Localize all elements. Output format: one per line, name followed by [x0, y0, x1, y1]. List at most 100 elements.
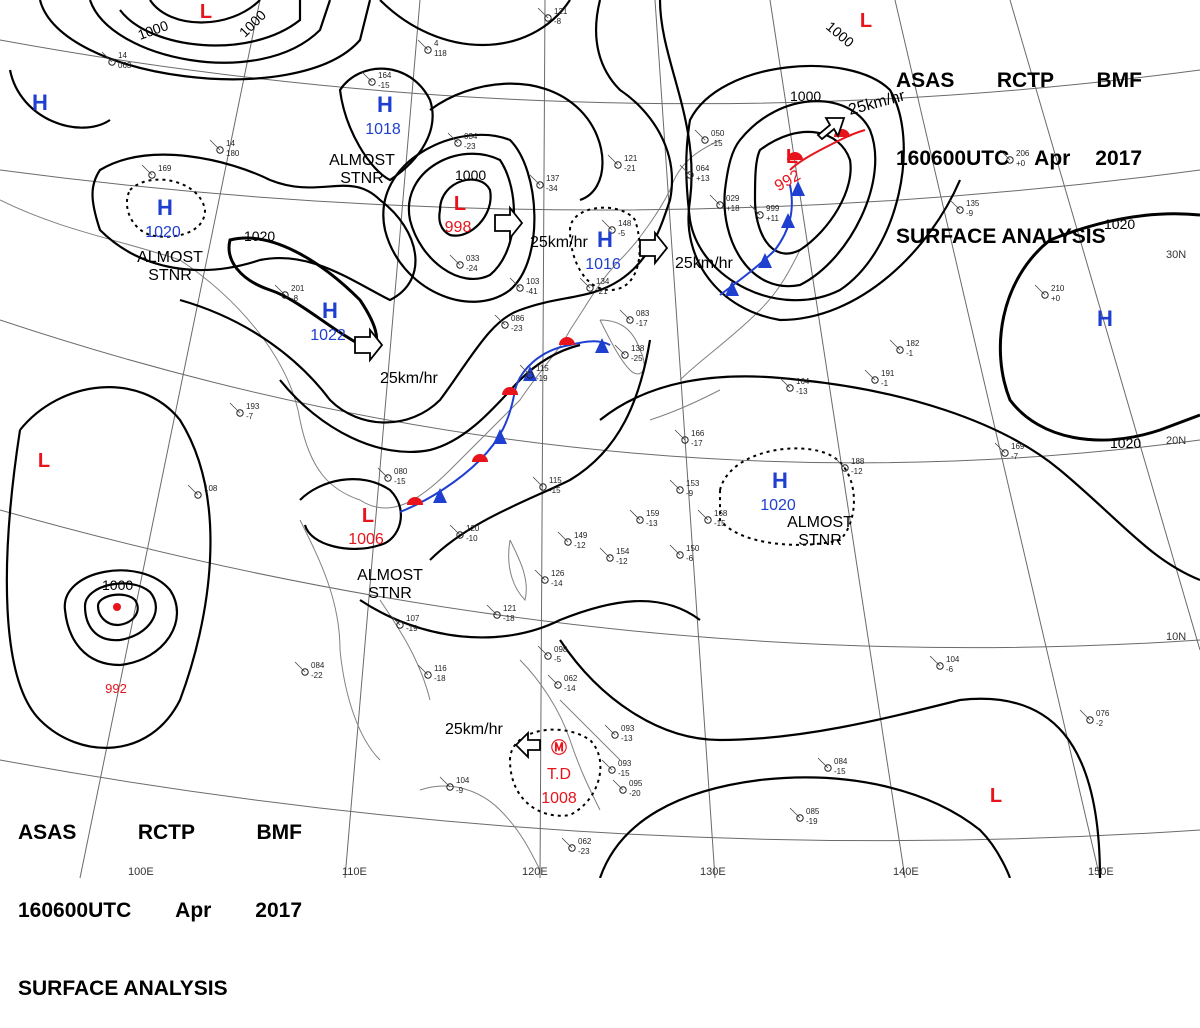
station-circle-icon: [554, 681, 562, 689]
header-bottom-left: ASAS RCTP BMF 160600UTC Apr 2017 SURFACE ANA…: [18, 768, 302, 1028]
station-tendency: -14: [551, 579, 563, 588]
station-circle-icon: [501, 321, 509, 329]
wind-barb-icon: [447, 132, 459, 144]
station-plot: 098-5: [537, 645, 568, 664]
station-tendency: +13: [696, 174, 710, 183]
station-circle-icon: [216, 146, 224, 154]
header-line-1: ASAS RCTP BMF: [896, 69, 1142, 92]
station-plot: 148-5: [601, 219, 632, 238]
station-circle-icon: [424, 671, 432, 679]
wind-barb-icon: [141, 164, 153, 176]
system-letter: H: [597, 227, 613, 252]
station-circle-icon: [536, 181, 544, 189]
meridian-120e: [539, 0, 546, 879]
coast-japan: [649, 249, 801, 421]
station-plot: 083-17: [619, 309, 650, 328]
wind-barb-icon: [614, 344, 626, 356]
isobar-center-1: [379, 0, 571, 47]
station-pressure: 999: [766, 204, 780, 213]
wind-barb-icon: [529, 174, 541, 186]
station-pressure: 115: [536, 364, 549, 373]
station-pressure: 150: [686, 544, 700, 553]
station-plot: 182-1: [889, 339, 920, 358]
station-pressure: 121: [554, 7, 568, 16]
cold-front-triangle: [433, 488, 447, 503]
wind-barb-icon: [209, 139, 221, 151]
station-circle-icon: [676, 551, 684, 559]
station-plot: 029+18: [709, 194, 740, 213]
station-plot: 104-6: [929, 655, 960, 674]
station-pressure: 103: [526, 277, 540, 286]
wind-barb-icon: [449, 254, 461, 266]
lat-label-10n: 10N: [1166, 631, 1186, 643]
station-pressure: 169: [158, 164, 172, 173]
wind-barb-icon: [697, 509, 709, 521]
station-pressure: 134: [596, 277, 610, 286]
typhoon-pressure: 992: [105, 681, 127, 696]
isobar-top-low-3: [88, 0, 332, 64]
station-tendency: +0: [1016, 159, 1026, 168]
wind-barb-icon: [601, 759, 613, 771]
station-tendency: -1: [881, 379, 889, 388]
station-pressure: 148: [618, 219, 632, 228]
station-pressure: 164: [796, 377, 810, 386]
station-circle-icon: [619, 786, 627, 794]
station-plot: 121-21: [607, 154, 638, 173]
isobar-east-low-2: [723, 100, 877, 288]
station-circle-icon: [568, 844, 576, 852]
station-tendency: -9: [686, 489, 694, 498]
station-tendency: -13: [646, 519, 658, 528]
warm-front-semicircle: [472, 454, 488, 462]
station-tendency: -34: [546, 184, 558, 193]
meridian-130e: [654, 0, 716, 879]
station-tendency: -21: [596, 287, 608, 296]
station-pressure: 086: [511, 314, 525, 323]
system-l-top: L: [200, 1, 212, 23]
parallel-10n: [0, 509, 1200, 649]
wind-barb-icon: [361, 71, 373, 83]
system-l-north: L 998: [445, 193, 472, 236]
station-plot: 154-12: [599, 547, 630, 566]
station-circle-icon: [786, 384, 794, 392]
station-pressure: 168: [714, 509, 728, 518]
station-tendency: -19: [806, 817, 818, 826]
system-letter: L: [786, 146, 798, 168]
station-circle-icon: [614, 161, 622, 169]
lon-label-150e: 150E: [1088, 866, 1114, 878]
station-plot: 107-19: [389, 614, 420, 633]
wind-barb-icon: [889, 339, 901, 351]
motion-arrow-2: [494, 205, 524, 241]
station-pressure: 104: [456, 776, 470, 785]
isobar-1020-mid: [227, 236, 379, 352]
station-plot: 116-18: [417, 664, 447, 683]
station-plot: 062-14: [547, 674, 578, 693]
station-pressure: 206: [1016, 149, 1030, 158]
station-pressure: 164: [378, 71, 392, 80]
station-pressure: 121: [624, 154, 638, 163]
station-tendency: -21: [624, 164, 636, 173]
station-circle-icon: [194, 491, 202, 499]
almost-stnr-2: ALMOST STNR: [137, 249, 203, 284]
station-tendency: -9: [966, 209, 974, 218]
station-pressure: 193: [246, 402, 260, 411]
station-circle-icon: [896, 346, 904, 354]
lon-label-140e: 140E: [893, 866, 919, 878]
isobar-typhoon-1: [83, 582, 157, 642]
station-pressure: 050: [711, 129, 725, 138]
station-plot: 168-15: [697, 509, 728, 528]
isobar-east-low-4: [658, 0, 962, 322]
header-top-right: ASAS RCTP BMF 160600UTC Apr 2017 SURFACE ANA…: [896, 16, 1142, 276]
station-plot: 164-13: [779, 377, 810, 396]
station-tendency: -22: [311, 671, 323, 680]
station-tendency: -23: [578, 847, 590, 856]
station-circle-icon: [544, 14, 552, 22]
isobar-west-high: [91, 153, 417, 302]
wind-barb-icon: [601, 219, 613, 231]
station-circle-icon: [564, 538, 572, 546]
system-pressure: 1016: [585, 256, 621, 273]
station-pressure: 093: [621, 724, 635, 733]
system-l-west: L: [38, 450, 50, 472]
wind-barb-icon: [1034, 284, 1046, 296]
